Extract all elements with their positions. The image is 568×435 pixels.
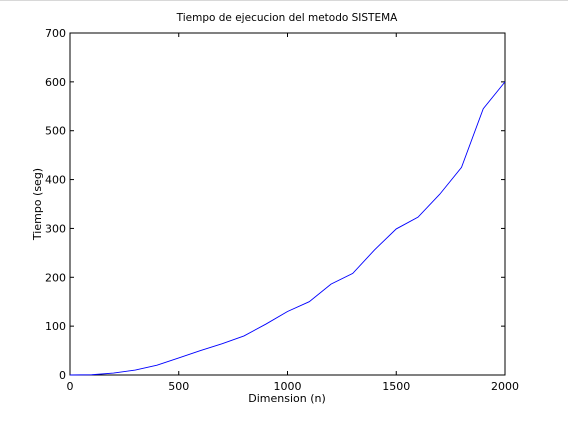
y-tick-label: 700 [45,27,66,40]
y-tick-label: 200 [45,271,66,284]
y-tick-label: 400 [45,174,66,187]
series-group [69,81,506,376]
x-tick-label: 1500 [382,380,410,393]
y-tick-label: 600 [45,76,66,89]
y-tick-label: 500 [45,125,66,138]
x-tick-label: 0 [67,380,74,393]
x-tick-label: 2000 [491,380,519,393]
chart-title: Tiempo de ejecucion del metodo SISTEMA [176,12,399,24]
x-tick-label: 500 [168,380,189,393]
series-line [69,81,506,376]
y-tick-label: 100 [45,320,66,333]
y-tick-label: 0 [59,369,66,382]
x-axis-label: Dimension (n) [248,392,326,405]
axis-ticks: 0 500 1000 1500 2000 0 100 200 300 400 500 600 700 [45,27,519,393]
y-tick-label: 300 [45,222,66,235]
y-axis-label: Tiempo (seg) [31,168,44,241]
plot-area [69,32,506,376]
x-tick-label: 1000 [274,380,302,393]
